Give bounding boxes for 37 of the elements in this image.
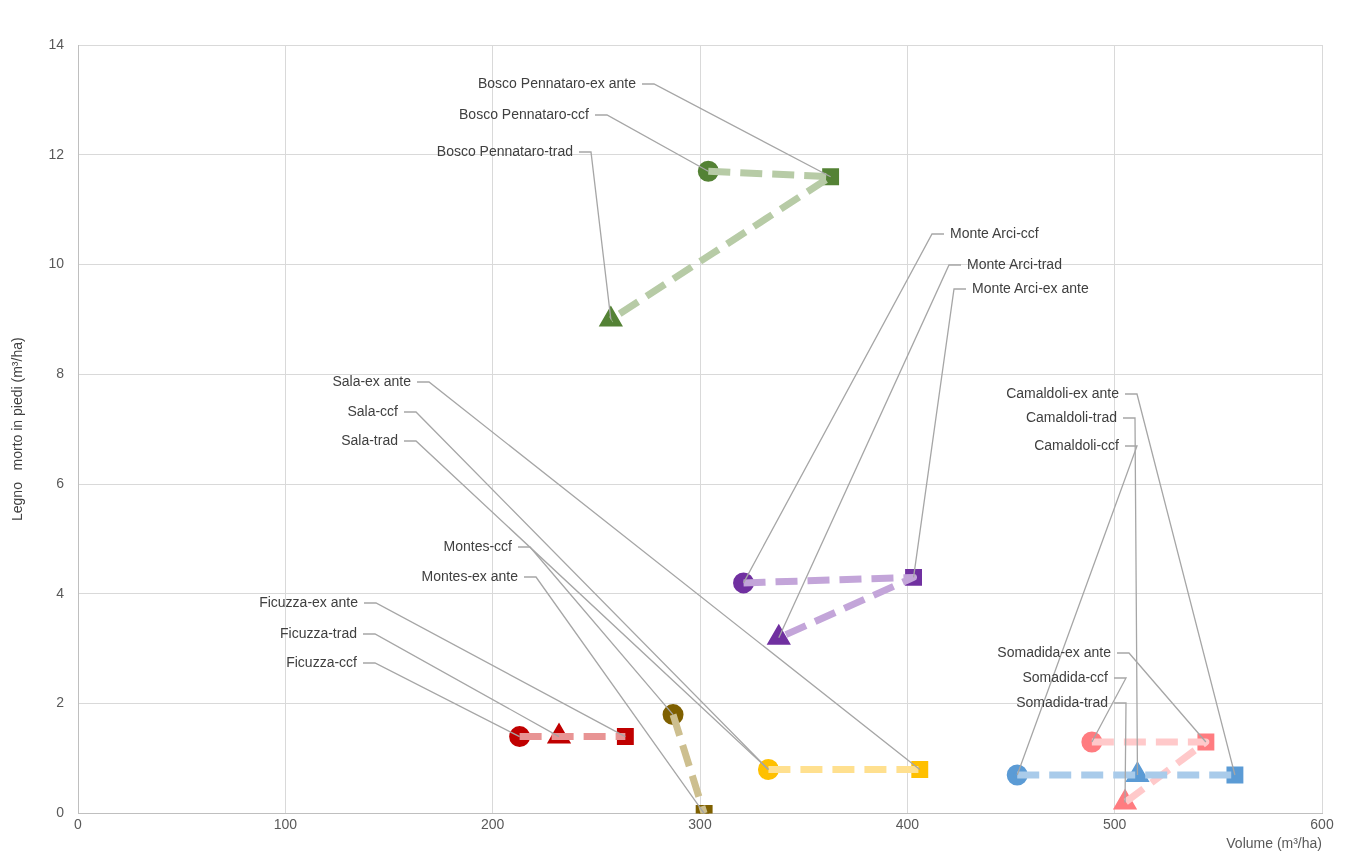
annotation: Ficuzza-ex ante [259,593,359,610]
annotation: Montes-ccf [443,537,513,554]
annotation: Bosco Pennataro-ccf [459,105,590,122]
x-tick-label: 400 [895,815,920,832]
annotation: Ficuzza-ccf [286,653,358,670]
annotation: Somadida-ccf [1022,668,1109,685]
annotation: Camaldoli-ex ante [1006,384,1120,401]
annotation: Bosco Pennataro-trad [436,142,573,159]
y-tick-label: 4 [56,584,65,601]
annotation: Montes-ex ante [421,567,519,584]
annotation: Sala-ex ante [332,372,412,389]
x-tick-label: 0 [74,815,83,832]
annotation: Ficuzza-trad [279,624,357,641]
x-tick-label: 300 [688,815,712,832]
y-tick-label: 0 [56,804,65,821]
annotation: Camaldoli-trad [1025,408,1117,425]
annotation: Sala-ccf [347,402,399,419]
y-tick-label: 10 [48,255,65,272]
annotation: Sala-trad [341,431,398,448]
y-axis-title: Legno morto in piedi (m³/ha) [9,337,26,522]
annotation: Camaldoli-ccf [1034,436,1120,453]
y-tick-label: 12 [48,145,65,162]
annotation: Bosco Pennataro-ex ante [478,74,637,91]
annotation: Somadida-ex ante [997,643,1112,660]
x-axis-title: Volume (m³/ha) [1226,835,1322,852]
y-tick-label: 6 [56,474,65,491]
x-tick-label: 200 [480,815,505,832]
y-tick-label: 8 [56,365,65,382]
x-tick-label: 500 [1102,815,1127,832]
x-tick-label: 100 [273,815,298,832]
annotation: Monte Arci-ex ante [972,279,1089,296]
y-tick-label: 2 [56,694,65,711]
annotation: Somadida-trad [1016,693,1108,710]
x-tick-label: 600 [1310,815,1334,832]
annotation: Monte Arci-ccf [950,224,1039,241]
annotation: Monte Arci-trad [967,255,1062,272]
y-tick-label: 14 [48,35,65,52]
